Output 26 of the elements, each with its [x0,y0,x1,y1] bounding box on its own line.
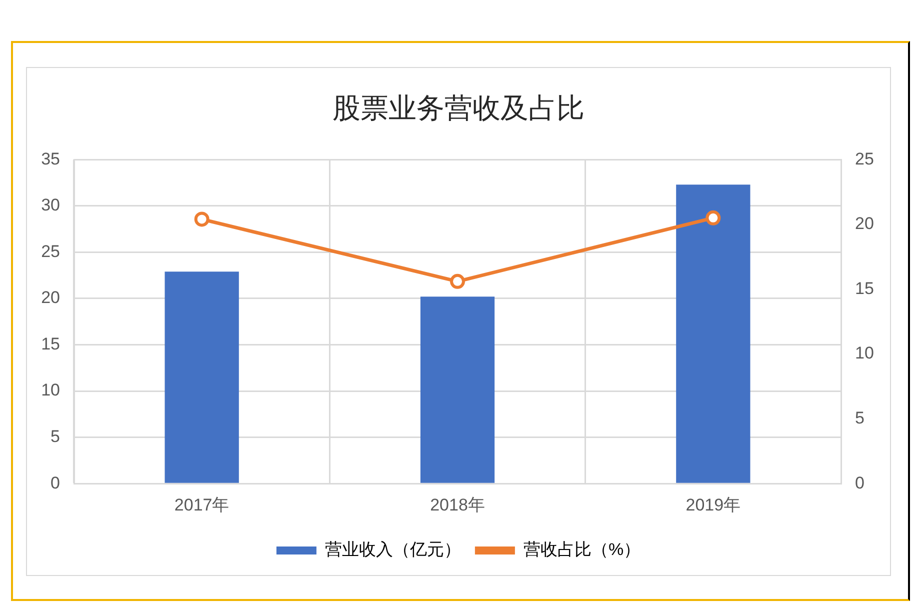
legend-label: 营业收入（亿元） [324,540,461,560]
y-tick-label: 35 [41,149,60,168]
bar [420,296,495,483]
y2-tick-label: 5 [855,408,864,428]
chart-title: 股票业务营收及占比 [332,92,584,124]
x-tick-label: 2017年 [174,495,230,514]
y-tick-label: 5 [50,427,60,446]
y2-tick-label: 15 [855,278,874,298]
point [450,274,465,289]
bar [676,184,750,483]
y2-tick-label: 25 [855,149,874,168]
bar [164,272,239,483]
y2-tick-label: 0 [855,473,864,492]
point [706,210,721,226]
y2-tick-label: 10 [855,344,874,363]
y-tick-label: 30 [41,196,60,215]
y-tick-label: 15 [41,334,60,354]
x-tick-label: 2018年 [430,495,485,514]
legend-label: 营收占比（%） [523,540,641,560]
y-tick-label: 20 [41,288,60,308]
y-tick-label: 25 [41,242,60,261]
y2-tick-label: 20 [855,214,874,234]
point [194,212,210,227]
x-tick-label: 2019年 [686,495,741,514]
y-tick-label: 0 [50,473,60,492]
y-tick-label: 10 [41,380,60,400]
